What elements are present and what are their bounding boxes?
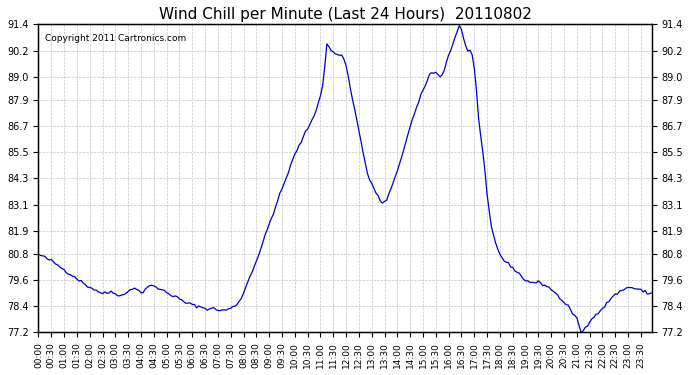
Title: Wind Chill per Minute (Last 24 Hours)  20110802: Wind Chill per Minute (Last 24 Hours) 20… — [159, 7, 531, 22]
Text: Copyright 2011 Cartronics.com: Copyright 2011 Cartronics.com — [45, 34, 186, 43]
